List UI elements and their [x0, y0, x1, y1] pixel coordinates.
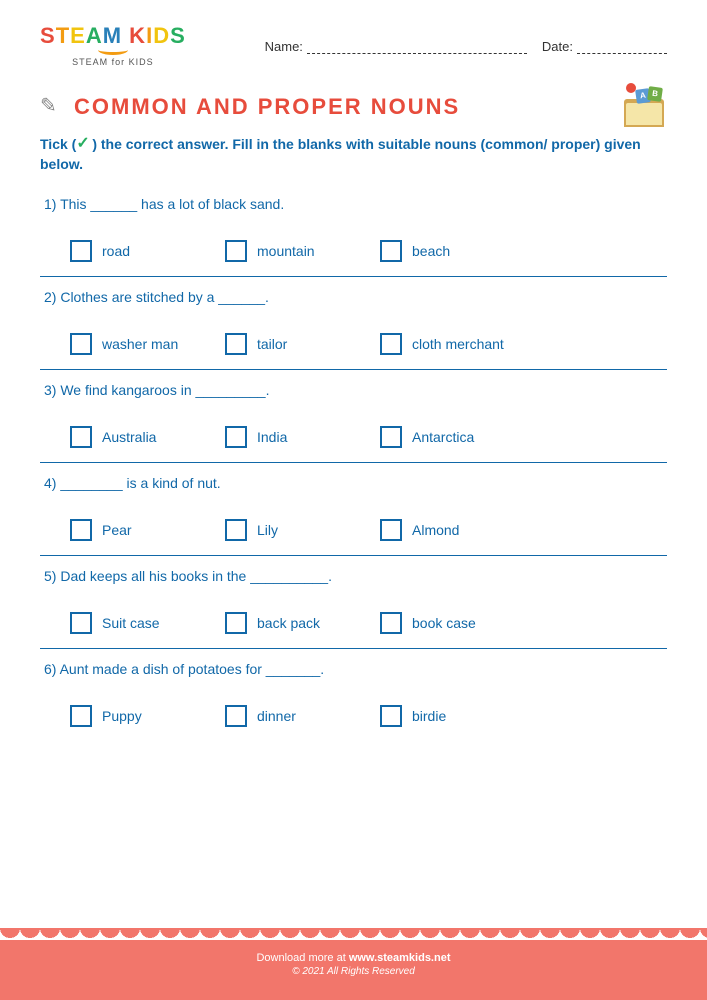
- question-text: 4) ________ is a kind of nut.: [40, 475, 667, 491]
- option-label: cloth merchant: [412, 336, 504, 352]
- instructions-post: ) the correct answer. Fill in the blanks…: [40, 136, 641, 172]
- question: 4) ________ is a kind of nut. Pear Lily Alm…: [40, 475, 667, 556]
- option-label: book case: [412, 615, 476, 631]
- checkbox[interactable]: [380, 240, 402, 262]
- option: Puppy: [70, 705, 225, 727]
- option: back pack: [225, 612, 380, 634]
- option: Suit case: [70, 612, 225, 634]
- options-row: Puppy dinner birdie: [40, 705, 667, 741]
- option-label: Antarctica: [412, 429, 474, 445]
- header: STEAM KIDS STEAM for KIDS Name: Date:: [40, 25, 667, 67]
- checkbox[interactable]: [380, 519, 402, 541]
- footer-copyright: © 2021 All Rights Reserved: [0, 966, 707, 977]
- option-label: back pack: [257, 615, 320, 631]
- option: tailor: [225, 333, 380, 355]
- checkbox[interactable]: [70, 612, 92, 634]
- name-date-fields: Name: Date:: [186, 39, 667, 54]
- question-text: 3) We find kangaroos in _________.: [40, 382, 667, 398]
- option-label: dinner: [257, 708, 296, 724]
- checkbox[interactable]: [225, 240, 247, 262]
- option-label: tailor: [257, 336, 287, 352]
- checkbox[interactable]: [225, 426, 247, 448]
- option-label: washer man: [102, 336, 178, 352]
- option-label: Suit case: [102, 615, 160, 631]
- checkbox[interactable]: [380, 333, 402, 355]
- options-row: Australia India Antarctica: [40, 426, 667, 463]
- option-label: Almond: [412, 522, 459, 538]
- instructions-pre: Tick (: [40, 136, 76, 152]
- question: 5) Dad keeps all his books in the ______…: [40, 568, 667, 649]
- checkbox[interactable]: [225, 612, 247, 634]
- option-label: road: [102, 243, 130, 259]
- checkbox[interactable]: [70, 240, 92, 262]
- pencil-icon: [40, 95, 64, 119]
- question-text: 5) Dad keeps all his books in the ______…: [40, 568, 667, 584]
- footer-download: Download more at www.steamkids.net: [0, 952, 707, 964]
- option: dinner: [225, 705, 380, 727]
- option: road: [70, 240, 225, 262]
- option: Australia: [70, 426, 225, 448]
- option-label: beach: [412, 243, 450, 259]
- option-label: India: [257, 429, 287, 445]
- worksheet-page: STEAM KIDS STEAM for KIDS Name: Date: CO…: [0, 0, 707, 741]
- checkbox[interactable]: [380, 705, 402, 727]
- logo-swoosh-icon: [98, 45, 128, 55]
- question: 2) Clothes are stitched by a ______.wash…: [40, 289, 667, 370]
- question: 1) This ______ has a lot of black sand. r…: [40, 196, 667, 277]
- name-blank-line[interactable]: [307, 40, 527, 54]
- checkmark-icon: [76, 139, 92, 151]
- question-text: 2) Clothes are stitched by a ______.: [40, 289, 667, 305]
- option-label: birdie: [412, 708, 446, 724]
- checkbox[interactable]: [70, 705, 92, 727]
- option-label: Pear: [102, 522, 132, 538]
- option: birdie: [380, 705, 667, 727]
- checkbox[interactable]: [380, 612, 402, 634]
- instructions: Tick () the correct answer. Fill in the …: [40, 135, 667, 174]
- option-label: mountain: [257, 243, 315, 259]
- option: Lily: [225, 519, 380, 541]
- option: Almond: [380, 519, 667, 541]
- option-label: Lily: [257, 522, 278, 538]
- checkbox[interactable]: [380, 426, 402, 448]
- checkbox[interactable]: [70, 333, 92, 355]
- option: beach: [380, 240, 667, 262]
- logo: STEAM KIDS STEAM for KIDS: [40, 25, 186, 67]
- checkbox[interactable]: [70, 519, 92, 541]
- name-label: Name:: [265, 39, 303, 54]
- checkbox[interactable]: [225, 705, 247, 727]
- options-row: road mountain beach: [40, 240, 667, 277]
- options-row: Suit case back pack book case: [40, 612, 667, 649]
- date-field: Date:: [542, 39, 667, 54]
- book-icon: A B: [622, 87, 667, 127]
- checkbox[interactable]: [225, 333, 247, 355]
- option: washer man: [70, 333, 225, 355]
- footer-url: www.steamkids.net: [349, 952, 451, 964]
- option-label: Australia: [102, 429, 156, 445]
- option: Pear: [70, 519, 225, 541]
- question: 3) We find kangaroos in _________. Austra…: [40, 382, 667, 463]
- questions-container: 1) This ______ has a lot of black sand. r…: [40, 196, 667, 741]
- question-text: 6) Aunt made a dish of potatoes for ____…: [40, 661, 667, 677]
- question: 6) Aunt made a dish of potatoes for ____…: [40, 661, 667, 741]
- option: book case: [380, 612, 667, 634]
- option: India: [225, 426, 380, 448]
- options-row: washer man tailor cloth merchant: [40, 333, 667, 370]
- date-label: Date:: [542, 39, 573, 54]
- options-row: Pear Lily Almond: [40, 519, 667, 556]
- footer-download-text: Download more at: [256, 952, 348, 964]
- checkbox[interactable]: [70, 426, 92, 448]
- option: mountain: [225, 240, 380, 262]
- logo-subtitle: STEAM for KIDS: [72, 57, 154, 67]
- question-text: 1) This ______ has a lot of black sand.: [40, 196, 667, 212]
- worksheet-title: COMMON AND PROPER NOUNS: [74, 94, 612, 120]
- date-blank-line[interactable]: [577, 40, 667, 54]
- name-field: Name:: [265, 39, 527, 54]
- title-row: COMMON AND PROPER NOUNS A B: [40, 87, 667, 127]
- option-label: Puppy: [102, 708, 142, 724]
- footer: Download more at www.steamkids.net © 202…: [0, 940, 707, 1000]
- logo-text: STEAM KIDS: [40, 25, 186, 47]
- option: Antarctica: [380, 426, 667, 448]
- checkbox[interactable]: [225, 519, 247, 541]
- option: cloth merchant: [380, 333, 667, 355]
